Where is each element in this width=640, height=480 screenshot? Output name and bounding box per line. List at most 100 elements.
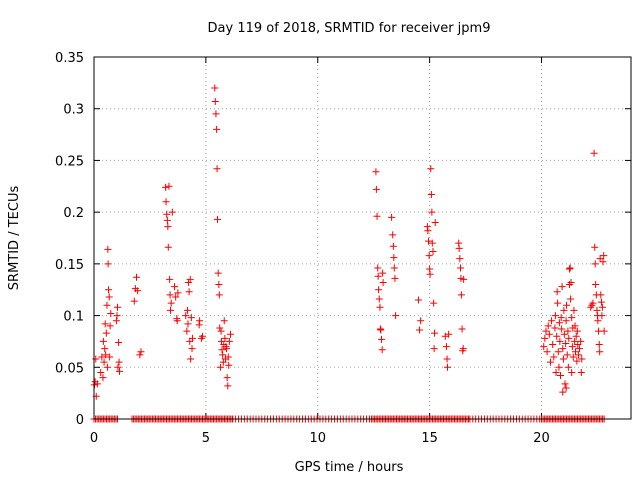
data-point	[571, 337, 579, 345]
data-point	[557, 372, 565, 380]
data-point	[590, 149, 598, 157]
data-point	[540, 343, 548, 351]
data-point	[560, 306, 568, 314]
data-point	[173, 317, 181, 325]
data-point	[597, 291, 605, 299]
data-point	[225, 337, 233, 345]
data-point	[546, 358, 554, 366]
data-point	[105, 293, 113, 301]
data-point	[425, 252, 433, 260]
data-point	[184, 306, 192, 314]
data-point	[552, 368, 560, 376]
data-point	[101, 320, 109, 328]
data-point	[572, 348, 580, 356]
data-point	[102, 329, 110, 337]
data-point	[187, 314, 195, 322]
data-point	[166, 275, 174, 283]
data-point	[563, 301, 571, 309]
data-point	[455, 244, 463, 252]
x-tick-label: 20	[533, 431, 550, 446]
data-point	[99, 337, 107, 345]
data-point	[115, 358, 123, 366]
data-point	[569, 353, 577, 361]
data-point	[565, 334, 573, 342]
data-point	[562, 384, 570, 392]
data-point	[570, 306, 578, 314]
data-point	[116, 367, 124, 375]
data-point	[199, 332, 207, 340]
data-point	[215, 291, 223, 299]
data-point	[377, 326, 385, 334]
data-point	[188, 334, 196, 342]
data-point	[425, 237, 433, 245]
data-point	[372, 185, 380, 193]
data-point	[577, 368, 585, 376]
data-point	[213, 125, 221, 133]
data-point	[99, 374, 107, 382]
data-point	[567, 295, 575, 303]
data-point	[162, 198, 170, 206]
y-tick-label: 0	[76, 413, 84, 428]
data-points	[90, 84, 608, 423]
y-tick-label: 0.25	[55, 154, 84, 169]
data-point	[185, 288, 193, 296]
data-point	[571, 322, 579, 330]
plot-frame	[93, 56, 632, 420]
data-point	[162, 183, 170, 191]
data-point	[224, 382, 232, 390]
data-point	[174, 289, 182, 297]
data-point	[113, 312, 121, 320]
data-point	[165, 182, 173, 190]
data-point	[457, 291, 465, 299]
data-point	[572, 332, 580, 340]
data-point	[92, 355, 100, 363]
chart-title: Day 119 of 2018, SRMTID for receiver jpm…	[208, 21, 491, 36]
data-point	[551, 312, 559, 320]
data-point	[104, 260, 112, 268]
data-point	[541, 334, 549, 342]
data-point	[559, 355, 567, 363]
data-point	[427, 191, 435, 199]
data-point	[223, 374, 231, 382]
data-point	[137, 348, 145, 356]
data-point	[212, 110, 220, 118]
data-point	[218, 346, 226, 354]
data-point	[429, 247, 437, 255]
data-point	[431, 329, 439, 337]
data-point	[226, 330, 234, 338]
data-point	[379, 278, 387, 286]
data-point	[542, 327, 550, 335]
data-point	[589, 299, 597, 307]
data-point	[428, 208, 436, 216]
data-point	[164, 243, 172, 251]
data-point	[221, 334, 229, 342]
data-point	[375, 286, 383, 294]
data-point	[443, 355, 451, 363]
data-point	[133, 273, 141, 281]
x-tick-label: 10	[309, 431, 326, 446]
data-point	[183, 327, 191, 335]
data-point	[591, 243, 599, 251]
data-point	[459, 345, 467, 353]
data-point	[564, 363, 572, 371]
data-point	[595, 341, 603, 349]
data-point	[388, 213, 396, 221]
data-point	[600, 252, 608, 260]
data-point	[431, 218, 439, 226]
data-point	[389, 242, 397, 250]
data-point	[224, 353, 232, 361]
data-point	[220, 317, 228, 325]
data-point	[187, 355, 195, 363]
data-point	[416, 326, 424, 334]
data-point	[543, 348, 551, 356]
data-point	[576, 345, 584, 353]
data-point	[136, 351, 144, 359]
data-point	[577, 337, 585, 345]
data-point	[216, 363, 224, 371]
data-point	[544, 322, 552, 330]
data-point	[390, 254, 398, 262]
data-point	[376, 303, 384, 311]
data-point	[97, 368, 105, 376]
data-point	[554, 348, 562, 356]
x-tick-label: 5	[202, 431, 210, 446]
